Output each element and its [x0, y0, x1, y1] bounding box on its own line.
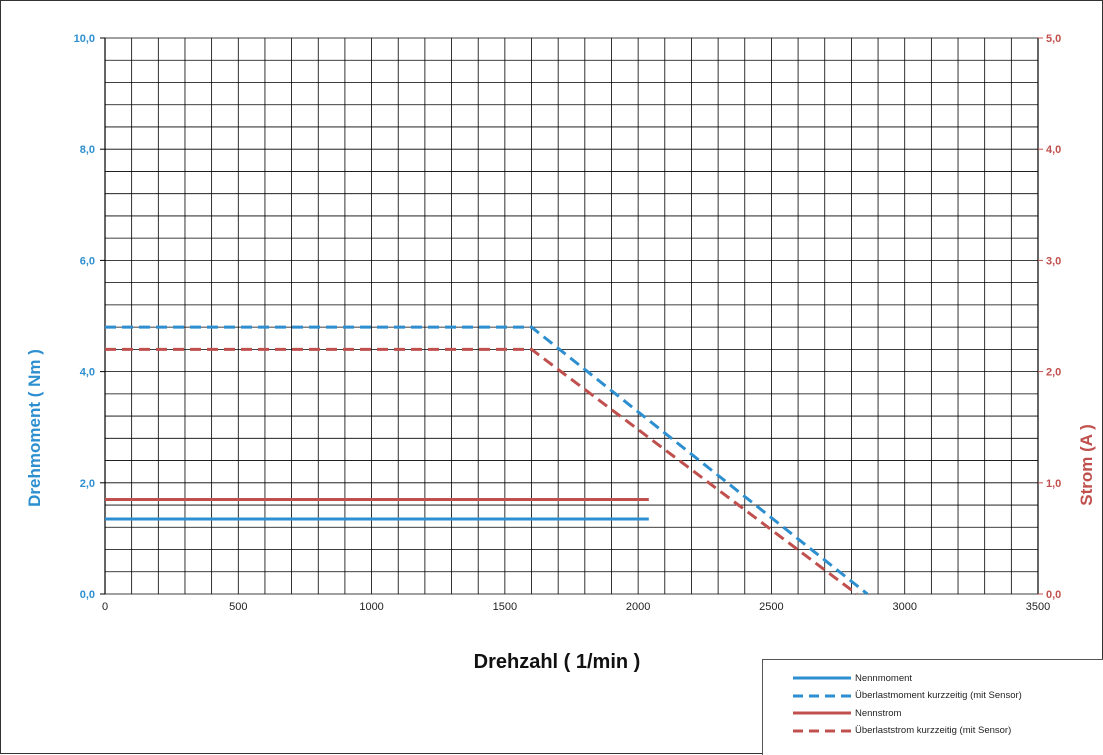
y-tick-label-right: 4,0	[1046, 144, 1061, 156]
legend-item: Nennmoment	[763, 669, 912, 687]
x-tick-label: 1000	[359, 601, 383, 613]
legend-label: Nennstrom	[855, 708, 901, 719]
legend: Nennmoment Überlastmoment kurzzeitig (mit…	[762, 659, 1103, 755]
x-tick-label: 3000	[892, 601, 916, 613]
y-tick-label-left: 6,0	[80, 255, 95, 267]
y-tick-label-right: 5,0	[1046, 33, 1061, 45]
x-axis-label: Drehzahl ( 1/min )	[474, 651, 641, 673]
x-tick-label: 1500	[493, 601, 517, 613]
y-tick-label-left: 4,0	[80, 367, 95, 379]
grid	[105, 38, 1038, 594]
y-tick-label-left: 8,0	[80, 144, 95, 156]
x-tick-label: 0	[102, 601, 108, 613]
x-ticks: 0 500 1000 1500 2000 2500 3000 3500	[102, 601, 1050, 613]
y-axis-label-left: Drehmoment ( Nm )	[25, 349, 44, 507]
y-axis-label-right: Strom (A )	[1077, 424, 1096, 506]
legend-item: Überlaststrom kurzzeitig (mit Sensor)	[763, 722, 1011, 740]
series-line-4	[105, 349, 857, 594]
y-tick-label-left: 0,0	[80, 589, 95, 601]
legend-label: Nennmoment	[855, 673, 912, 684]
y-ticks-left: 0,0 2,0 4,0 6,0 8,0 10,0	[74, 33, 105, 601]
y-tick-label-right: 0,0	[1046, 589, 1061, 601]
legend-label: Überlastmoment kurzzeitig (mit Sensor)	[855, 690, 1022, 701]
y-ticks-right: 0,0 1,0 2,0 3,0 4,0 5,0	[1038, 33, 1061, 601]
x-tick-label: 2000	[626, 601, 650, 613]
legend-item: Überlastmoment kurzzeitig (mit Sensor)	[763, 687, 1022, 705]
y-tick-label-right: 2,0	[1046, 367, 1061, 379]
legend-swatch	[763, 691, 853, 701]
y-tick-label-right: 1,0	[1046, 478, 1061, 490]
legend-swatch	[763, 673, 853, 683]
y-tick-label-right: 3,0	[1046, 255, 1061, 267]
legend-swatch	[763, 708, 853, 718]
x-tick-label: 3500	[1026, 601, 1050, 613]
x-tick-label: 500	[229, 601, 247, 613]
y-tick-label-left: 2,0	[80, 478, 95, 490]
legend-swatch	[763, 726, 853, 736]
y-tick-label-left: 10,0	[74, 33, 95, 45]
x-tick-label: 2500	[759, 601, 783, 613]
legend-item: Nennstrom	[763, 704, 901, 722]
legend-label: Überlaststrom kurzzeitig (mit Sensor)	[855, 725, 1011, 736]
